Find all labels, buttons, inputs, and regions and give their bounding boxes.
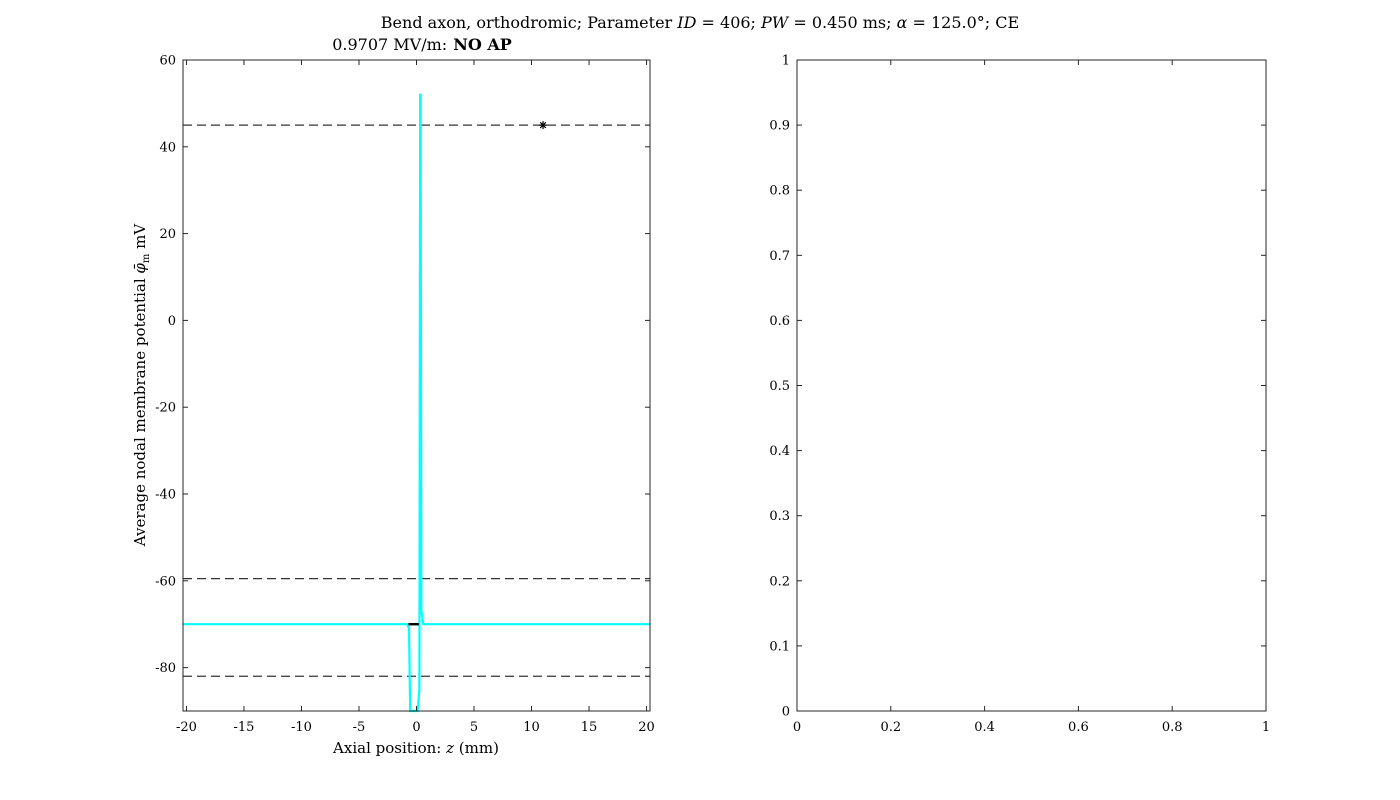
y-tick-label: 0.1 bbox=[769, 639, 790, 654]
left-axes: -20 -15 -10 -5 0 5 10 15 20 -80 -60 -40 -20 0 20 40 60 0… bbox=[131, 35, 655, 757]
x-tick-label: -10 bbox=[291, 720, 312, 735]
right-axes-box bbox=[796, 59, 1267, 712]
y-tick-label: 40 bbox=[159, 140, 176, 155]
y-tick-label: 0.7 bbox=[769, 249, 790, 264]
left-subtitle-value: 0.9707 MV/m: bbox=[332, 35, 447, 54]
y-tick-label: 0.2 bbox=[769, 574, 790, 589]
x-tick-label: 0.8 bbox=[1162, 720, 1183, 735]
x-tick-label: 15 bbox=[581, 720, 598, 735]
y-tick-label: 0.8 bbox=[769, 184, 790, 199]
left-ylabel: Average nodal membrane potential φ̄m mV bbox=[131, 223, 152, 548]
x-tick-label: 5 bbox=[470, 720, 478, 735]
right-axes-ticks: 0 0.2 0.4 0.6 0.8 1 0 0.1 0.2 0.3 0.4 0.5 0.6 0.7 0.8 0… bbox=[769, 54, 1270, 736]
y-tick-label: 0.6 bbox=[769, 314, 790, 329]
y-tick-label: 0.5 bbox=[769, 379, 790, 394]
y-tick-label: 0.9 bbox=[769, 119, 790, 134]
x-tick-label: 0.4 bbox=[974, 720, 995, 735]
y-tick-label: 0.3 bbox=[769, 509, 790, 524]
x-tick-label: -15 bbox=[233, 720, 254, 735]
left-axes-ticks: -20 -15 -10 -5 0 5 10 15 20 -80 -60 -40 -20 0 20 40 60 bbox=[155, 54, 655, 736]
membrane-potential-line bbox=[183, 93, 650, 713]
y-tick-label: -60 bbox=[155, 574, 176, 589]
y-tick-label: -40 bbox=[155, 488, 176, 503]
left-subtitle: 0.9707 MV/m: NO AP bbox=[332, 35, 512, 54]
x-tick-label: 0 bbox=[412, 720, 420, 735]
x-tick-label: 0.2 bbox=[880, 720, 901, 735]
asterisk-marker bbox=[539, 121, 548, 130]
x-tick-label: 10 bbox=[523, 720, 540, 735]
figure-title: Bend axon, orthodromic; Parameter ID = 4… bbox=[381, 13, 1019, 32]
y-tick-label: -80 bbox=[155, 661, 176, 676]
y-tick-label: 0 bbox=[782, 705, 790, 720]
left-axes-box bbox=[182, 59, 651, 712]
y-tick-label: 0 bbox=[168, 314, 176, 329]
right-axes: 0 0.2 0.4 0.6 0.8 1 0 0.1 0.2 0.3 0.4 0.5 0.6 0.7 0.8 0… bbox=[769, 54, 1270, 736]
x-tick-label: 0.6 bbox=[1068, 720, 1089, 735]
y-tick-label: 0.4 bbox=[769, 444, 790, 459]
x-tick-label: 0 bbox=[793, 720, 801, 735]
x-tick-label: 20 bbox=[638, 720, 655, 735]
left-xlabel: Axial position: z (mm) bbox=[332, 739, 499, 757]
y-tick-label: -20 bbox=[155, 401, 176, 416]
y-tick-label: 60 bbox=[159, 54, 176, 69]
x-tick-label: 1 bbox=[1262, 720, 1270, 735]
x-tick-label: -20 bbox=[176, 720, 197, 735]
x-tick-label: -5 bbox=[353, 720, 366, 735]
left-subtitle-status: NO AP bbox=[453, 35, 512, 54]
y-tick-label: 1 bbox=[782, 54, 790, 69]
y-tick-label: 20 bbox=[159, 227, 176, 242]
left-plot-content bbox=[183, 93, 650, 713]
